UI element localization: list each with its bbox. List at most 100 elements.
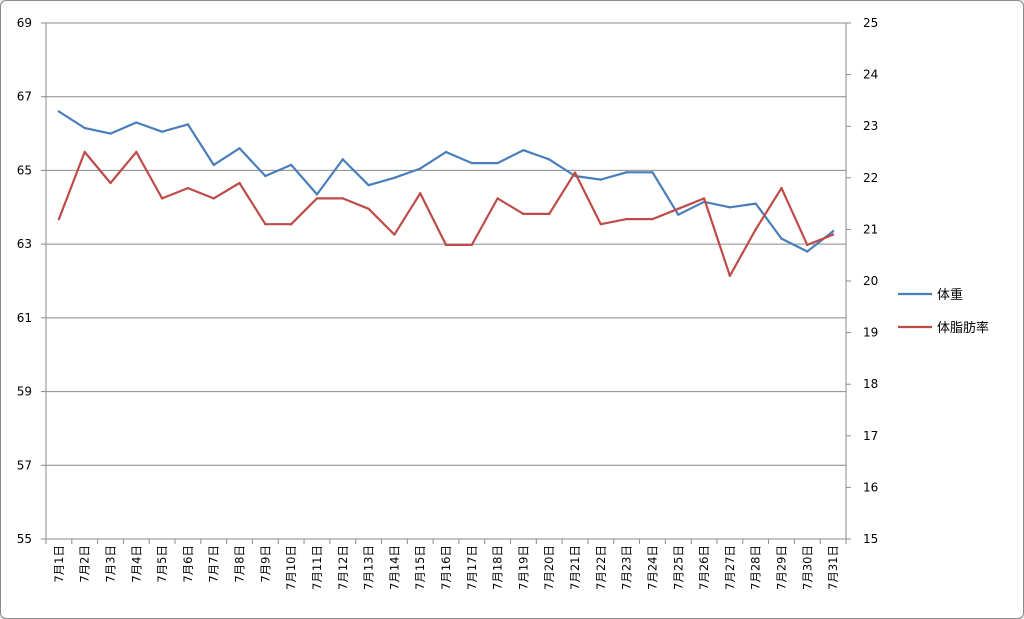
right-tick-label: 25	[863, 16, 878, 30]
data-point	[780, 237, 783, 240]
left-tick-label: 69	[17, 16, 32, 30]
x-tick-label: 7月30日	[800, 545, 814, 590]
data-point	[444, 150, 448, 154]
data-point	[522, 212, 525, 216]
data-point	[470, 161, 474, 165]
x-tick-label: 7月23日	[620, 545, 634, 590]
data-point	[367, 207, 370, 210]
right-tick-label: 19	[863, 326, 878, 340]
series-line-1	[58, 110, 834, 253]
data-point	[341, 197, 344, 200]
data-point	[677, 213, 680, 216]
data-point	[651, 171, 654, 174]
data-point	[341, 158, 344, 161]
data-point	[496, 197, 499, 200]
left-tick-label: 59	[17, 385, 32, 399]
data-point	[393, 176, 396, 179]
data-point	[186, 123, 190, 126]
data-point	[444, 243, 448, 247]
x-tick-label: 7月29日	[774, 545, 788, 590]
data-point	[573, 171, 577, 174]
data-point	[418, 167, 422, 170]
x-tick-label: 7月18日	[491, 545, 505, 590]
series-group	[57, 110, 835, 278]
data-point	[522, 148, 525, 152]
left-axis-ticks: 55 57 59 61 63 65 67 69	[17, 16, 46, 546]
data-point	[135, 150, 138, 154]
data-point	[728, 274, 732, 278]
data-point	[470, 243, 474, 247]
x-axis-ticks: 7月1日 7月2日 7月3日 7月4日 7月5日 7月6日 7月7日 7月8日 7月9日 7月10…	[45, 539, 847, 590]
data-point	[831, 233, 835, 236]
x-tick-label: 7月13日	[362, 545, 376, 590]
data-point	[548, 158, 551, 161]
data-point	[83, 126, 86, 130]
x-tick-label: 7月14日	[387, 545, 401, 590]
left-tick-label: 55	[17, 532, 32, 546]
right-tick-label: 22	[863, 171, 878, 185]
legend-label-1: 体重	[937, 287, 963, 303]
x-tick-label: 7月22日	[594, 545, 608, 590]
x-tick-label: 7月26日	[697, 545, 711, 590]
data-point	[831, 230, 835, 233]
x-tick-label: 7月25日	[671, 545, 685, 590]
left-tick-label: 65	[17, 163, 32, 177]
data-point	[212, 163, 215, 167]
x-tick-label: 7月6日	[181, 545, 195, 583]
data-point	[393, 233, 396, 236]
data-point	[625, 171, 628, 174]
data-point	[57, 110, 61, 113]
data-point	[238, 181, 241, 185]
x-tick-label: 7月17日	[465, 545, 479, 590]
x-tick-label: 7月16日	[439, 545, 453, 590]
data-point	[289, 163, 293, 167]
data-point	[367, 183, 370, 187]
x-tick-label: 7月7日	[207, 545, 221, 583]
data-point	[238, 147, 241, 150]
x-tick-label: 7月9日	[258, 545, 272, 583]
legend-label-2: 体脂肪率	[937, 320, 989, 336]
data-point	[780, 186, 783, 190]
data-point	[806, 243, 809, 247]
grid-lines	[46, 22, 846, 540]
right-tick-label: 24	[863, 68, 878, 82]
data-point	[754, 228, 757, 231]
x-tick-label: 7月4日	[129, 545, 143, 583]
data-point	[264, 174, 267, 178]
x-tick-label: 7月10日	[284, 545, 298, 590]
axes	[45, 23, 847, 540]
data-point	[496, 161, 499, 165]
x-tick-label: 7月5日	[155, 545, 169, 583]
data-point	[289, 223, 293, 226]
right-tick-label: 21	[863, 222, 878, 236]
data-point	[315, 197, 319, 200]
x-tick-label: 7月1日	[52, 545, 66, 583]
right-axis-ticks: 15 16 17 18 19 20 21 22 23 24 25	[846, 16, 878, 546]
x-tick-label: 7月12日	[336, 545, 350, 590]
data-point	[109, 181, 112, 185]
left-tick-label: 67	[17, 90, 32, 104]
data-point	[625, 217, 628, 221]
data-point	[599, 178, 603, 181]
x-tick-label: 7月8日	[233, 545, 247, 583]
data-point	[264, 223, 267, 226]
left-tick-label: 63	[17, 237, 32, 251]
data-point	[418, 192, 422, 195]
x-tick-label: 7月20日	[542, 545, 556, 590]
x-tick-label: 7月3日	[104, 545, 118, 583]
data-point	[57, 217, 61, 221]
right-tick-label: 23	[863, 119, 878, 133]
data-point	[677, 207, 680, 210]
data-point	[728, 206, 732, 209]
data-point	[806, 250, 809, 253]
right-tick-label: 18	[863, 377, 878, 391]
data-point	[651, 217, 654, 221]
x-tick-label: 7月31日	[826, 545, 840, 590]
data-point	[109, 132, 112, 135]
x-tick-label: 7月21日	[568, 545, 582, 590]
x-tick-label: 7月27日	[723, 545, 737, 590]
data-point	[548, 212, 551, 216]
